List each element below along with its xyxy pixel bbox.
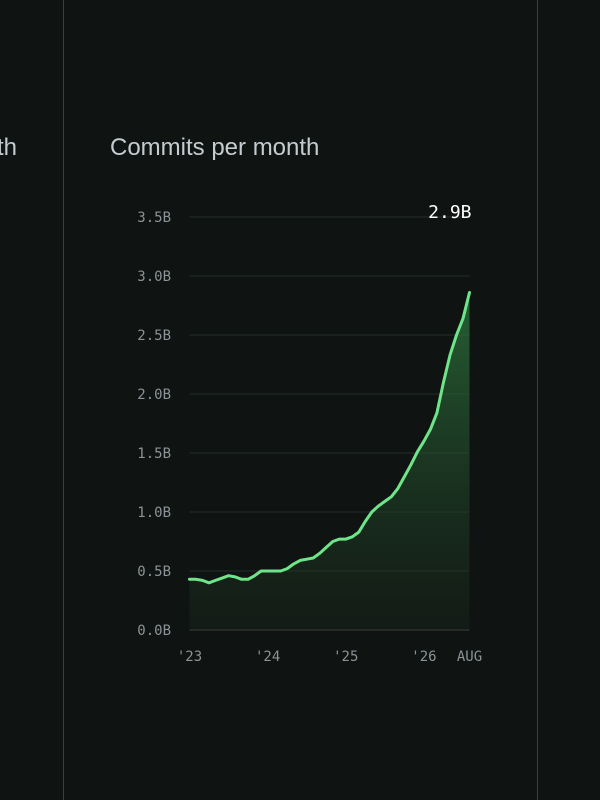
data-label: 2.9B (428, 202, 471, 223)
y-tick-label: 3.5B (137, 210, 171, 226)
x-tick-label: '24 (255, 649, 280, 665)
plot: 0.0B 0.5B 1.0B 1.5B 2.0B 2.5B 3.0B 3.5B '23 '24 '2… (137, 202, 482, 665)
y-tick-label: 1.0B (137, 505, 171, 521)
area (189, 292, 470, 630)
y-tick-label: 1.5B (137, 446, 171, 462)
y-tick-label: 3.0B (137, 269, 171, 285)
x-tick-label: '26 (411, 649, 436, 665)
x-tick-label: AUG (457, 649, 482, 665)
panel-title: th (0, 134, 17, 161)
line (188, 291, 471, 585)
y-tick-label: 0.5B (137, 564, 171, 580)
chart-title: Commits per month (110, 134, 319, 161)
x-tick-label: '25 (333, 649, 358, 665)
y-tick-label: 0.0B (137, 623, 171, 639)
y-tick-label: 2.0B (137, 387, 171, 403)
x-tick-label: '23 (177, 649, 202, 665)
y-tick-label: 2.5B (137, 328, 171, 344)
